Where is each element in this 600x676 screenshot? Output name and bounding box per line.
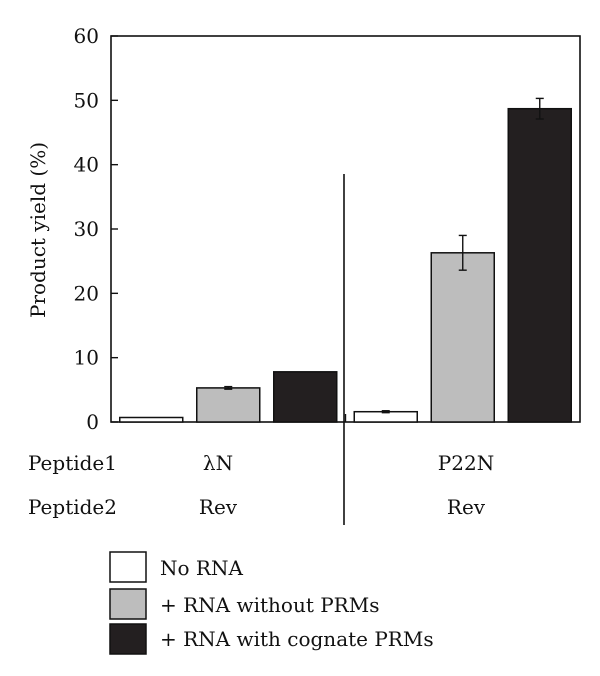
y-tick-label: 50: [74, 88, 99, 112]
y-tick-label: 10: [74, 346, 99, 370]
row-label-peptide1: Peptide1: [28, 451, 117, 475]
y-tick-label: 20: [74, 281, 99, 305]
bar: [430, 252, 495, 423]
legend-swatch-rna-without-prms: [109, 588, 147, 620]
y-tick-label: 40: [74, 153, 99, 177]
bar-series: [119, 97, 572, 423]
bar: [507, 107, 572, 423]
y-tick-label: 30: [74, 217, 99, 241]
legend-swatch-no-rna: [109, 551, 147, 583]
legend: No RNA + RNA without PRMs + RNA with cog…: [109, 551, 434, 655]
bar: [196, 387, 261, 423]
y-tick-label: 0: [86, 410, 99, 434]
y-tick-labels: 0 10 20 30 40 50 60: [74, 24, 118, 434]
group1-peptide2-label: Rev: [199, 495, 238, 519]
legend-label-rna-without-prms: + RNA without PRMs: [160, 593, 379, 617]
group2-peptide2-label: Rev: [447, 495, 486, 519]
row-label-peptide2: Peptide2: [28, 495, 117, 519]
bar: [273, 371, 338, 423]
legend-swatch-rna-with-cognate-prms: [109, 623, 147, 655]
group2-peptide1-label: P22N: [438, 451, 494, 475]
legend-label-rna-with-cognate-prms: + RNA with cognate PRMs: [160, 627, 434, 651]
legend-label-no-rna: No RNA: [160, 556, 243, 580]
y-axis-label: Product yield (%): [26, 142, 50, 318]
bar: [119, 416, 184, 423]
group1-peptide1-label: λN: [203, 451, 233, 475]
y-tick-label: 60: [74, 24, 99, 48]
